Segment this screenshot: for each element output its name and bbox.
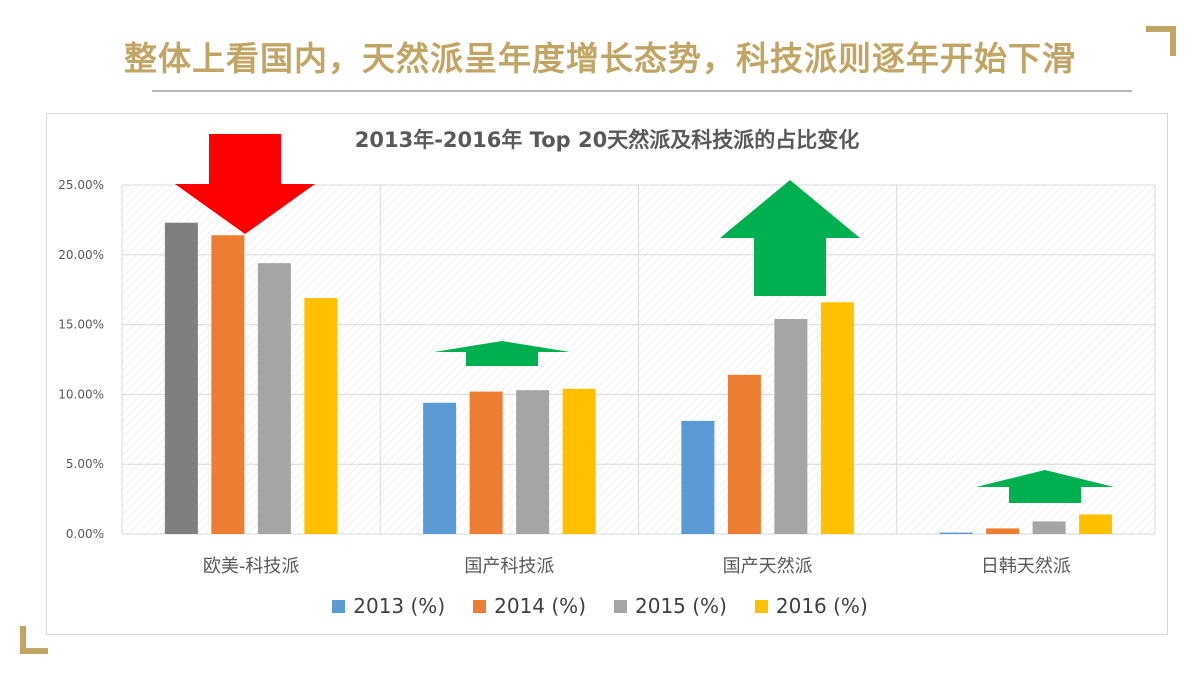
chart-title: 2013年-2016年 Top 20天然派及科技派的占比变化 [354,128,860,152]
corner-ornament-top-right [1146,26,1176,56]
bar [681,420,715,534]
y-tick-label: 15.00% [58,318,104,332]
bar [820,302,854,534]
legend-label: 2013 (%) [353,594,446,618]
legend-item: 2016 (%) [754,594,868,618]
trend-arrow-up-icon [434,341,570,366]
bar [423,402,457,534]
legend-item: 2013 (%) [332,594,445,618]
legend-swatch [754,599,768,613]
y-tick-label: 25.00% [58,178,104,192]
headline-divider [152,90,1132,92]
bar [1079,514,1113,534]
trend-arrow-down-icon [175,134,315,234]
trend-arrow-up-icon [720,180,860,296]
y-tick-label: 20.00% [58,248,104,262]
page-headline: 整体上看国内，天然派呈年度增长态势，科技派则逐年开始下滑 [124,39,1076,78]
legend-swatch [473,599,487,613]
legend-label: 2014 (%) [494,594,586,618]
x-tick-label: 欧美-科技派 [203,556,300,577]
bar [562,388,596,534]
bar [469,391,503,534]
trend-arrow-up-icon [976,470,1114,503]
y-tick-label: 0.00% [66,527,104,541]
bar [986,528,1020,534]
y-tick-label: 10.00% [58,387,104,401]
bar [727,374,761,534]
bar [939,532,973,534]
x-tick-label: 国产科技派 [464,556,554,577]
legend-label: 2015 (%) [635,594,727,618]
legend-label: 2016 (%) [775,594,868,618]
bar [516,390,550,534]
bar [164,222,198,534]
legend-swatch [332,599,346,613]
bar [774,319,808,534]
legend-item: 2014 (%) [473,594,586,618]
legend-item: 2015 (%) [614,594,727,618]
bar [211,235,245,535]
chart-legend: 2013 (%) 2014 (%) 2015 (%) 2016 (%) [0,594,1200,618]
bar [1032,521,1066,534]
bar [257,263,291,534]
legend-swatch [614,599,627,613]
x-tick-label: 国产天然派 [723,556,813,577]
corner-ornament-bottom-left [20,626,48,654]
y-tick-label: 5.00% [66,457,104,471]
bar [304,298,338,534]
x-tick-label: 日韩天然派 [981,556,1071,577]
